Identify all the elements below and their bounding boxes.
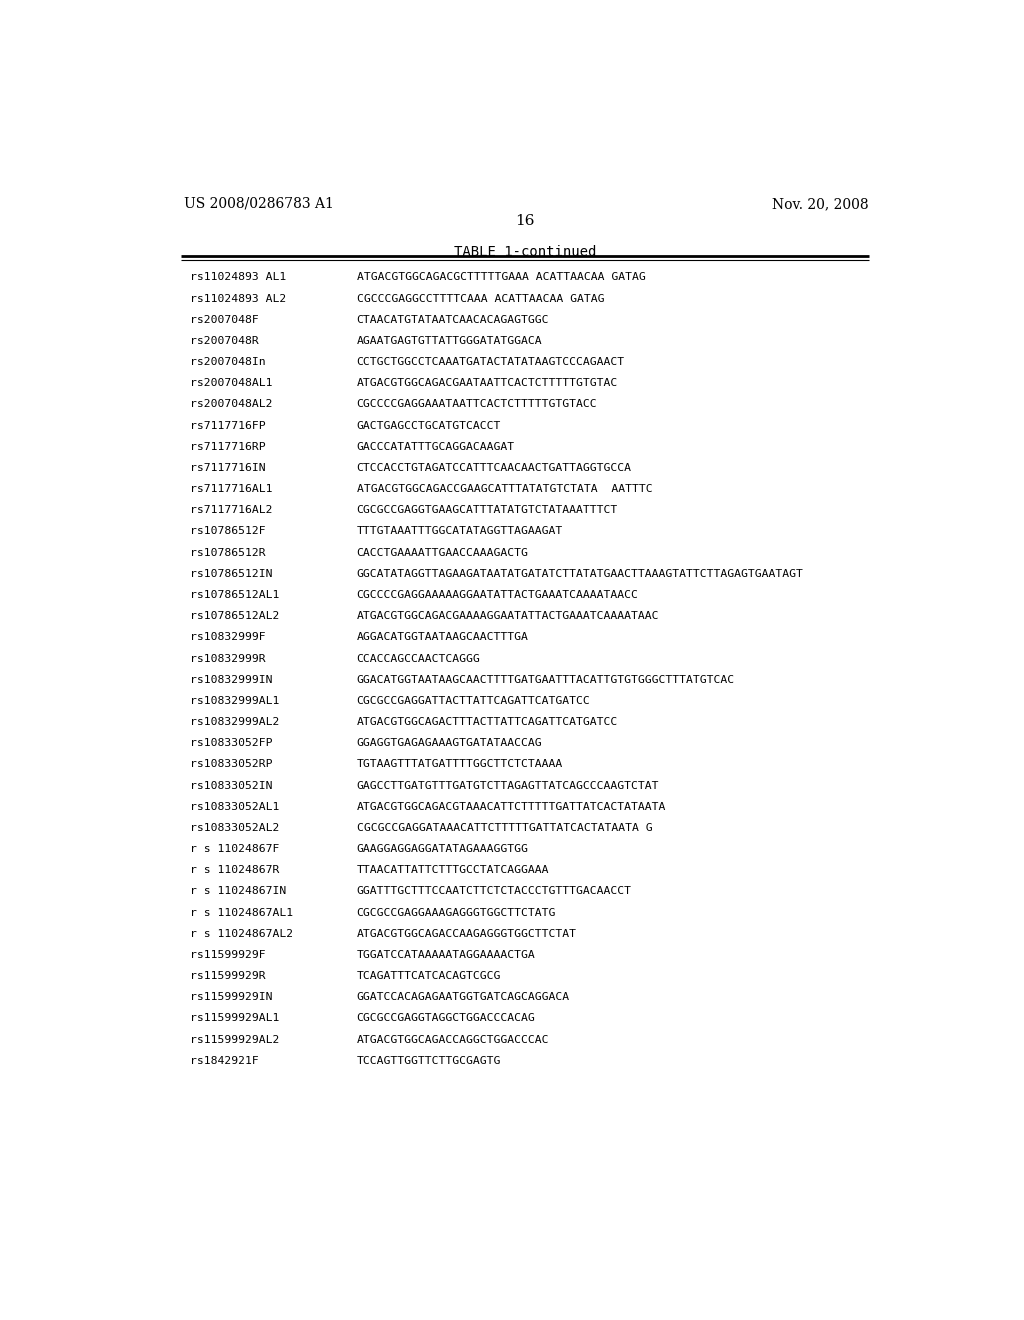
Text: rs7117716IN: rs7117716IN xyxy=(190,463,265,473)
Text: TTAACATTATTCTTTGCCTATCAGGAAA: TTAACATTATTCTTTGCCTATCAGGAAA xyxy=(356,866,549,875)
Text: CTAACATGTATAATCAACACAGAGTGGC: CTAACATGTATAATCAACACAGAGTGGC xyxy=(356,314,549,325)
Text: rs10832999AL1: rs10832999AL1 xyxy=(190,696,280,706)
Text: ATGACGTGGCAGACTTTACTTATTCAGATTCATGATCC: ATGACGTGGCAGACTTTACTTATTCAGATTCATGATCC xyxy=(356,717,617,727)
Text: rs10833052RP: rs10833052RP xyxy=(190,759,272,770)
Text: rs11599929IN: rs11599929IN xyxy=(190,993,272,1002)
Text: rs11599929AL2: rs11599929AL2 xyxy=(190,1035,280,1044)
Text: rs10832999F: rs10832999F xyxy=(190,632,265,643)
Text: rs11599929F: rs11599929F xyxy=(190,950,265,960)
Text: rs11599929AL1: rs11599929AL1 xyxy=(190,1014,280,1023)
Text: CGCCCCGAGGAAAAAGGAATATTACTGAAATCAAAATAACC: CGCCCCGAGGAAAAAGGAATATTACTGAAATCAAAATAAC… xyxy=(356,590,639,601)
Text: rs10832999AL2: rs10832999AL2 xyxy=(190,717,280,727)
Text: rs10832999R: rs10832999R xyxy=(190,653,265,664)
Text: rs10833052FP: rs10833052FP xyxy=(190,738,272,748)
Text: r s 11024867AL1: r s 11024867AL1 xyxy=(190,908,293,917)
Text: CGCGCCGAGGTAGGCTGGACCCACAG: CGCGCCGAGGTAGGCTGGACCCACAG xyxy=(356,1014,536,1023)
Text: TCAGATTTCATCACAGTCGCG: TCAGATTTCATCACAGTCGCG xyxy=(356,972,501,981)
Text: GGAGGTGAGAGAAAGTGATATAACCAG: GGAGGTGAGAGAAAGTGATATAACCAG xyxy=(356,738,543,748)
Text: rs10832999IN: rs10832999IN xyxy=(190,675,272,685)
Text: GACTGAGCCTGCATGTCACCT: GACTGAGCCTGCATGTCACCT xyxy=(356,421,501,430)
Text: ATGACGTGGCAGACGCTTTTTGAAA ACATTAACAA GATAG: ATGACGTGGCAGACGCTTTTTGAAA ACATTAACAA GAT… xyxy=(356,272,645,282)
Text: CACCTGAAAATTGAACCAAAGACTG: CACCTGAAAATTGAACCAAAGACTG xyxy=(356,548,528,557)
Text: rs10786512F: rs10786512F xyxy=(190,527,265,536)
Text: ATGACGTGGCAGACCGAAGCATTTATATGTCTATA  AATTTC: ATGACGTGGCAGACCGAAGCATTTATATGTCTATA AATT… xyxy=(356,484,652,494)
Text: rs10786512IN: rs10786512IN xyxy=(190,569,272,578)
Text: CGCGCCGAGGTGAAGCATTTATATGTCTATAAATTTCT: CGCGCCGAGGTGAAGCATTTATATGTCTATAAATTTCT xyxy=(356,506,617,515)
Text: rs2007048AL1: rs2007048AL1 xyxy=(190,379,272,388)
Text: rs2007048AL2: rs2007048AL2 xyxy=(190,400,272,409)
Text: CGCGCCGAGGAAAGAGGGTGGCTTCTATG: CGCGCCGAGGAAAGAGGGTGGCTTCTATG xyxy=(356,908,556,917)
Text: CGCCCCGAGGAAATAATTCACTCTTTTTGTGTACC: CGCCCCGAGGAAATAATTCACTCTTTTTGTGTACC xyxy=(356,400,597,409)
Text: TABLE 1-continued: TABLE 1-continued xyxy=(454,246,596,260)
Text: ATGACGTGGCAGACGTAAACATTCTTTTTGATTATCACTATAATA: ATGACGTGGCAGACGTAAACATTCTTTTTGATTATCACTA… xyxy=(356,801,666,812)
Text: TCCAGTTGGTTCTTGCGAGTG: TCCAGTTGGTTCTTGCGAGTG xyxy=(356,1056,501,1065)
Text: US 2008/0286783 A1: US 2008/0286783 A1 xyxy=(183,197,334,211)
Text: rs10786512AL2: rs10786512AL2 xyxy=(190,611,280,622)
Text: GGATCCACAGAGAATGGTGATCAGCAGGACA: GGATCCACAGAGAATGGTGATCAGCAGGACA xyxy=(356,993,569,1002)
Text: r s 11024867AL2: r s 11024867AL2 xyxy=(190,929,293,939)
Text: GAAGGAGGAGGATATAGAAAGGTGG: GAAGGAGGAGGATATAGAAAGGTGG xyxy=(356,843,528,854)
Text: AGAATGAGTGTTATTGGGATATGGACA: AGAATGAGTGTTATTGGGATATGGACA xyxy=(356,335,543,346)
Text: rs2007048F: rs2007048F xyxy=(190,314,259,325)
Text: GGACATGGTAATAAGCAACTTTTGATGAATTTACATTGTGTGGGCTTTATGTCAC: GGACATGGTAATAAGCAACTTTTGATGAATTTACATTGTG… xyxy=(356,675,735,685)
Text: CGCCCGAGGCCTTTTCAAA ACATTAACAA GATAG: CGCCCGAGGCCTTTTCAAA ACATTAACAA GATAG xyxy=(356,293,604,304)
Text: CGCGCCGAGGATTACTTATTCAGATTCATGATCC: CGCGCCGAGGATTACTTATTCAGATTCATGATCC xyxy=(356,696,591,706)
Text: r s 11024867F: r s 11024867F xyxy=(190,843,280,854)
Text: rs10833052AL1: rs10833052AL1 xyxy=(190,801,280,812)
Text: rs2007048In: rs2007048In xyxy=(190,358,265,367)
Text: rs2007048R: rs2007048R xyxy=(190,335,259,346)
Text: ATGACGTGGCAGACCAGGCTGGACCCAC: ATGACGTGGCAGACCAGGCTGGACCCAC xyxy=(356,1035,549,1044)
Text: rs10833052IN: rs10833052IN xyxy=(190,780,272,791)
Text: CGCGCCGAGGATAAACATTCTTTTTGATTATCACTATAATA G: CGCGCCGAGGATAAACATTCTTTTTGATTATCACTATAAT… xyxy=(356,822,652,833)
Text: ATGACGTGGCAGACCAAGAGGGTGGCTTCTAT: ATGACGTGGCAGACCAAGAGGGTGGCTTCTAT xyxy=(356,929,577,939)
Text: TGGATCCATAAAAATAGGAAAACTGA: TGGATCCATAAAAATAGGAAAACTGA xyxy=(356,950,536,960)
Text: rs11599929R: rs11599929R xyxy=(190,972,265,981)
Text: ATGACGTGGCAGACGAAAAGGAATATTACTGAAATCAAAATAAC: ATGACGTGGCAGACGAAAAGGAATATTACTGAAATCAAAA… xyxy=(356,611,659,622)
Text: GGCATATAGGTTAGAAGATAATATGATATCTTATATGAACTTAAAGTATTCTTAGAGTGAATAGT: GGCATATAGGTTAGAAGATAATATGATATCTTATATGAAC… xyxy=(356,569,804,578)
Text: Nov. 20, 2008: Nov. 20, 2008 xyxy=(771,197,868,211)
Text: GGATTTGCTTTCCAATCTTCTCTACCCTGTTTGACAACCT: GGATTTGCTTTCCAATCTTCTCTACCCTGTTTGACAACCT xyxy=(356,887,632,896)
Text: TTTGTAAATTTGGCATATAGGTTAGAAGAT: TTTGTAAATTTGGCATATAGGTTAGAAGAT xyxy=(356,527,563,536)
Text: r s 11024867R: r s 11024867R xyxy=(190,866,280,875)
Text: r s 11024867IN: r s 11024867IN xyxy=(190,887,287,896)
Text: CTCCACCTGTAGATCCATTTCAACAACTGATTAGGTGCCA: CTCCACCTGTAGATCCATTTCAACAACTGATTAGGTGCCA xyxy=(356,463,632,473)
Text: rs1842921F: rs1842921F xyxy=(190,1056,259,1065)
Text: GAGCCTTGATGTTTGATGTCTTAGAGTTATCAGCCCAAGTCTAT: GAGCCTTGATGTTTGATGTCTTAGAGTTATCAGCCCAAGT… xyxy=(356,780,659,791)
Text: rs10786512AL1: rs10786512AL1 xyxy=(190,590,280,601)
Text: rs10786512R: rs10786512R xyxy=(190,548,265,557)
Text: CCTGCTGGCCTCAAATGATACTATATAAGTCCCAGAACT: CCTGCTGGCCTCAAATGATACTATATAAGTCCCAGAACT xyxy=(356,358,625,367)
Text: rs7117716FP: rs7117716FP xyxy=(190,421,265,430)
Text: CCACCAGCCAACTCAGGG: CCACCAGCCAACTCAGGG xyxy=(356,653,480,664)
Text: rs11024893 AL2: rs11024893 AL2 xyxy=(190,293,287,304)
Text: rs10833052AL2: rs10833052AL2 xyxy=(190,822,280,833)
Text: ATGACGTGGCAGACGAATAATTCACTCTTTTTGTGTAC: ATGACGTGGCAGACGAATAATTCACTCTTTTTGTGTAC xyxy=(356,379,617,388)
Text: rs7117716RP: rs7117716RP xyxy=(190,442,265,451)
Text: TGTAAGTTTATGATTTTGGCTTCTCTAAAA: TGTAAGTTTATGATTTTGGCTTCTCTAAAA xyxy=(356,759,563,770)
Text: rs11024893 AL1: rs11024893 AL1 xyxy=(190,272,287,282)
Text: rs7117716AL2: rs7117716AL2 xyxy=(190,506,272,515)
Text: GACCCATATTTGCAGGACAAGAT: GACCCATATTTGCAGGACAAGAT xyxy=(356,442,515,451)
Text: 16: 16 xyxy=(515,214,535,228)
Text: AGGACATGGTAATAAGCAACTTTGA: AGGACATGGTAATAAGCAACTTTGA xyxy=(356,632,528,643)
Text: rs7117716AL1: rs7117716AL1 xyxy=(190,484,272,494)
